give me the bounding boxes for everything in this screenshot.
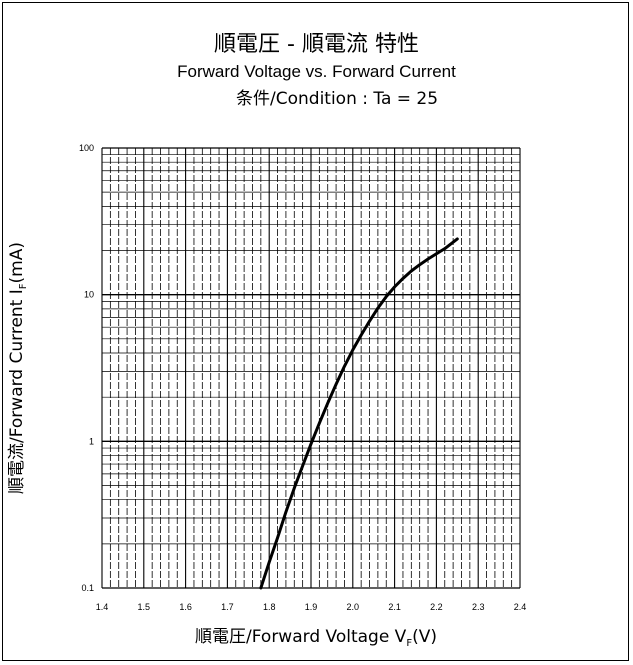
- series-line: [259, 237, 459, 590]
- x-axis-label: 順電圧/Forward Voltage VF(V): [195, 627, 437, 649]
- chart-title: 順電圧 - 順電流 特性: [214, 32, 419, 57]
- x-tick-label: 1.8: [263, 602, 276, 612]
- y-tick-label: 10: [84, 290, 94, 300]
- x-tick-label: 1.7: [221, 602, 234, 612]
- x-tick-label: 2.3: [472, 602, 485, 612]
- x-tick-label: 2.1: [388, 602, 401, 612]
- x-tick-label: 2.4: [514, 602, 527, 612]
- x-tick-label: 1.4: [96, 602, 109, 612]
- x-tick-label: 1.5: [138, 602, 151, 612]
- x-tick-label: 1.9: [305, 602, 318, 612]
- chart-condition: 条件/Condition : Ta = 25: [236, 89, 439, 109]
- y-tick-label: 100: [79, 143, 94, 153]
- y-axis-label: 順電流/Forward Current IF(mA): [7, 242, 29, 494]
- x-tick-label: 1.6: [179, 602, 192, 612]
- y-tick-label: 0.1: [81, 583, 94, 593]
- x-tick-label: 2.0: [347, 602, 360, 612]
- x-tick-label: 2.2: [430, 602, 443, 612]
- chart-subtitle: Forward Voltage vs. Forward Current: [177, 62, 456, 81]
- y-tick-label: 1: [89, 436, 94, 446]
